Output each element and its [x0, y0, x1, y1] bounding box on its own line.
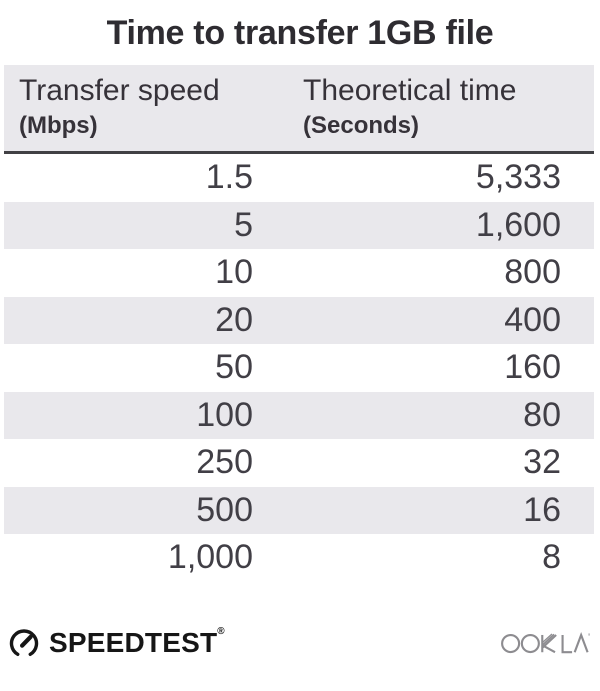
speedtest-logo: SPEEDTEST®	[7, 626, 225, 660]
speed-cell: 250	[196, 443, 253, 482]
table-row: 100 80	[4, 391, 594, 440]
speed-cell: 1.5	[205, 158, 253, 197]
time-cell: 8	[542, 538, 561, 577]
page-title: Time to transfer 1GB file	[106, 14, 494, 52]
speed-cell: 1,000	[167, 538, 253, 577]
speed-cell: 20	[215, 300, 253, 339]
table-row: 5 1,600	[4, 201, 594, 250]
table-row: 500 16	[4, 486, 594, 535]
ookla-logo	[501, 631, 590, 655]
time-cell: 160	[504, 348, 561, 387]
time-cell: 5,333	[475, 158, 561, 197]
transfer-time-table: Transfer speed (Mbps) Theoretical time (…	[4, 65, 594, 581]
time-cell: 1,600	[475, 205, 561, 244]
time-cell: 400	[504, 300, 561, 339]
time-cell: 80	[523, 395, 561, 434]
header-transfer-speed: Transfer speed (Mbps)	[4, 74, 303, 139]
header-transfer-speed-unit: (Mbps)	[19, 111, 98, 139]
time-cell: 32	[523, 443, 561, 482]
speed-cell: 500	[196, 490, 253, 529]
speed-cell: 10	[215, 253, 253, 292]
table-body: 1.5 5,333 5 1,600 10 800 20 400 50 160 1…	[4, 154, 594, 582]
time-cell: 16	[523, 490, 561, 529]
table-row: 1,000 8	[4, 534, 594, 582]
table-header-row: Transfer speed (Mbps) Theoretical time (…	[4, 65, 594, 155]
speed-cell: 5	[234, 205, 253, 244]
table-row: 10 800	[4, 249, 594, 297]
registered-trademark: ®	[217, 625, 225, 637]
speedtest-label: SPEEDTEST	[49, 626, 218, 658]
header-theoretical-time: Theoretical time (Seconds)	[303, 74, 594, 139]
table-row: 1.5 5,333	[4, 154, 594, 202]
table-row: 20 400	[4, 296, 594, 345]
time-cell: 800	[504, 253, 561, 292]
speedtest-wordmark: SPEEDTEST®	[49, 625, 225, 658]
speed-cell: 50	[215, 348, 253, 387]
footer: SPEEDTEST®	[7, 626, 590, 660]
speedometer-gauge-icon	[7, 626, 41, 660]
header-theoretical-time-unit: (Seconds)	[303, 111, 420, 139]
header-theoretical-time-label: Theoretical time	[303, 74, 517, 108]
table-row: 250 32	[4, 439, 594, 487]
header-transfer-speed-label: Transfer speed	[19, 74, 220, 108]
table-row: 50 160	[4, 344, 594, 392]
speed-cell: 100	[196, 395, 253, 434]
